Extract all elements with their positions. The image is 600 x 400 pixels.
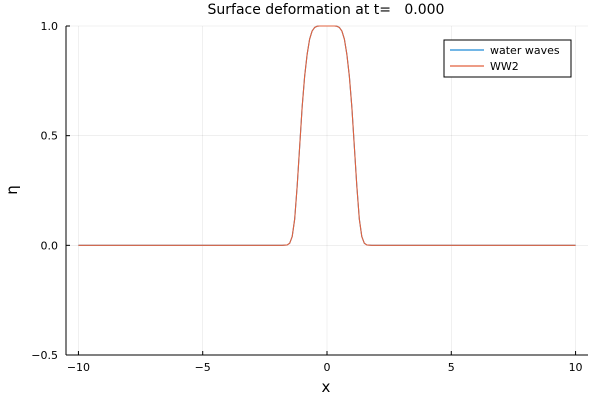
x-tick-label: 10	[569, 361, 583, 374]
legend: water waves WW2	[443, 39, 572, 78]
chart-title: Surface deformation at t= 0.000	[208, 2, 445, 18]
legend-label-0: water waves	[490, 44, 560, 57]
y-tick-label: 1.0	[41, 20, 59, 33]
tick-labels: −10 −5 0 5 10 −0.5 0.0 0.5 1.0	[31, 20, 582, 374]
x-axis-label: x	[322, 378, 331, 396]
x-tick-label: 5	[448, 361, 455, 374]
legend-label-1: WW2	[490, 60, 519, 73]
y-axis-label: η	[3, 185, 21, 195]
x-tick-label: −10	[67, 361, 90, 374]
tick-marks	[66, 25, 577, 356]
y-tick-label: 0.0	[41, 239, 59, 252]
y-tick-label: 0.5	[41, 130, 59, 143]
x-tick-label: 0	[324, 361, 331, 374]
series-line-1	[78, 25, 576, 246]
x-tick-label: −5	[195, 361, 211, 374]
y-tick-label: −0.5	[31, 349, 58, 362]
series-layer	[78, 25, 576, 246]
legend-box	[443, 39, 572, 78]
